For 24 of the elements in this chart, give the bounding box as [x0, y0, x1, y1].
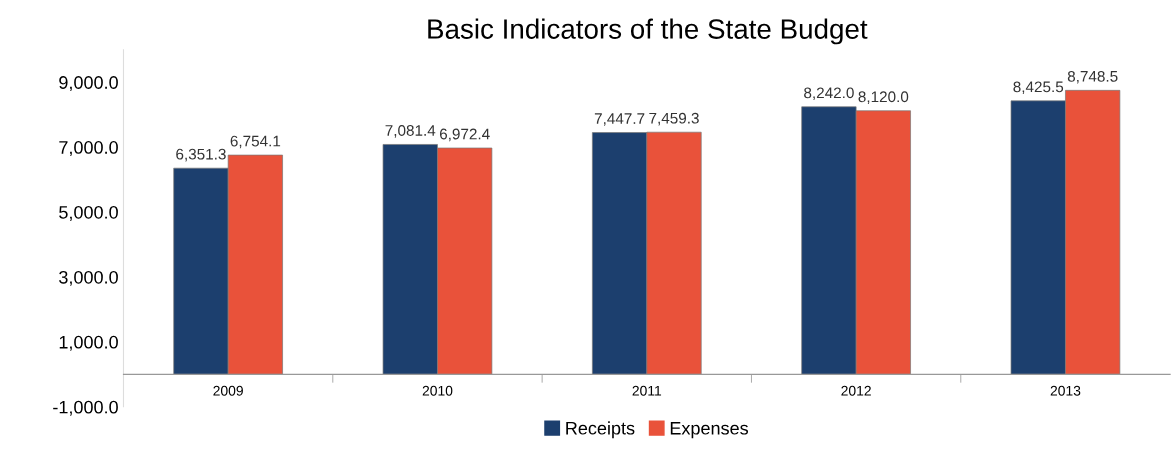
- y-tick-label: -1,000.0: [53, 400, 118, 416]
- x-tick-label: 2013: [1050, 385, 1081, 396]
- data-label: 8,242.0: [804, 87, 854, 101]
- x-tick-label: 2009: [213, 385, 243, 396]
- y-tick-label: 7,000.0: [59, 141, 118, 156]
- chart-title: Basic Indicators of the State Budget: [428, 18, 868, 45]
- x-tick-label: 2011: [632, 385, 662, 396]
- y-tick-label: 9,000.0: [59, 76, 118, 92]
- data-label: 7,459.3: [649, 112, 699, 126]
- legend-label: Receipts: [566, 421, 635, 439]
- data-label: 8,120.0: [858, 91, 909, 104]
- data-label: 6,972.4: [439, 128, 490, 142]
- x-tick-label: 2010: [422, 385, 453, 396]
- x-tick-label: 2012: [841, 385, 871, 396]
- data-label: 6,754.1: [230, 135, 281, 149]
- y-tick-label: 5,000.0: [59, 205, 118, 221]
- data-label: 8,425.5: [1013, 81, 1064, 95]
- data-label: 8,748.5: [1067, 70, 1118, 84]
- legend-label: Expenses: [670, 422, 748, 439]
- data-label: 7,447.7: [594, 113, 645, 126]
- y-tick-label: 3,000.0: [59, 270, 118, 286]
- data-label: 7,081.4: [385, 125, 436, 138]
- y-tick-label: 1,000.0: [59, 335, 118, 351]
- data-label: 6,351.3: [176, 148, 226, 162]
